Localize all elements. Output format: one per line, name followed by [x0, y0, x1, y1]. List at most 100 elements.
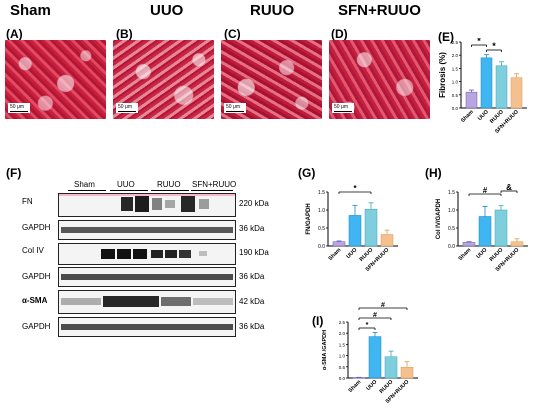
blot-strip-gapdh-1 [58, 220, 236, 240]
bar-sfn-ruuo [510, 241, 524, 247]
bar-ruuo [384, 356, 398, 379]
significance-symbol: # [373, 312, 377, 319]
bar-uuo [368, 336, 382, 379]
blot-group-header-sham: Sham [74, 180, 95, 189]
panel-letter-c: (C) [224, 27, 241, 41]
y-tick-label: 0.0 [452, 106, 459, 111]
micrograph-uuo: 50 μm [113, 40, 214, 119]
y-tick-label: 1.0 [318, 208, 325, 214]
blot-group-line [110, 190, 148, 191]
bar-uuo [348, 215, 362, 247]
blot-group-line [151, 190, 189, 191]
y-tick-label: 0.0 [318, 244, 325, 250]
blot-kda-gapdh: 36 kDa [239, 224, 265, 233]
significance-symbol: * [492, 41, 496, 51]
bar-ruuo [494, 209, 508, 247]
blot-bands [61, 324, 233, 330]
blot-strip-gapdh-2 [58, 267, 236, 287]
group-title-uuo: UUO [150, 2, 184, 19]
significance-symbol: & [506, 183, 512, 192]
panel-letter-a: (A) [6, 27, 23, 41]
blot-group-header-sfn-ruuo: SFN+RUUO [192, 180, 237, 189]
group-title-sham: Sham [10, 2, 51, 19]
blot-group-header-ruuo: RUUO [157, 180, 181, 189]
x-tick-label: UUO [346, 247, 359, 260]
micrograph-sham: 50 μm [5, 40, 106, 119]
y-tick-label: 2.0 [339, 331, 346, 336]
panel-letter-g: (G) [298, 166, 316, 180]
blot-kda-alpha-sma: 42 kDa [239, 297, 265, 306]
bar-ruuo [495, 65, 508, 109]
blot-group-header-uuo: UUO [117, 180, 135, 189]
group-title-ruuo: RUUO [250, 2, 295, 19]
y-tick-label: 1.5 [318, 190, 325, 196]
y-tick-label: 2.0 [452, 53, 459, 58]
significance-symbol: # [483, 186, 488, 195]
blot-bands [61, 274, 233, 280]
bar-sfn-ruuo [380, 234, 394, 247]
y-axis-label: Col IV/GAPDH [436, 199, 442, 239]
bar-sfn-ruuo [400, 366, 414, 379]
bar-ruuo [364, 209, 378, 247]
blot-label-gapdh: GAPDH [22, 322, 51, 331]
blot-bands [101, 249, 207, 259]
blot-strip-gapdh-3 [58, 317, 236, 337]
blot-bands [61, 227, 233, 233]
y-tick-label: 1.0 [452, 80, 459, 85]
y-tick-label: 1.0 [339, 354, 346, 359]
y-tick-label: 2.5 [339, 320, 346, 325]
bar-uuo [478, 216, 492, 247]
panel-letter-f: (F) [6, 166, 22, 180]
blot-strip-alpha-sma [58, 290, 236, 314]
bar-sham [465, 91, 478, 109]
y-axis-label: FN/GAPDH [306, 203, 312, 234]
bar-sham [332, 241, 346, 247]
bar-sham [462, 242, 476, 247]
y-tick-label: 0.5 [318, 226, 325, 232]
y-axis-label: α-SMA /GAPDH [322, 330, 328, 370]
x-tick-label: UUO [476, 247, 489, 260]
bar-sfn-ruuo [510, 77, 523, 109]
y-tick-label: 1.0 [448, 208, 455, 214]
blot-label-alpha-sma: α-SMA [22, 296, 48, 305]
group-title-sfn-ruuo: SFN+RUUO [338, 2, 421, 19]
blot-group-line [68, 190, 106, 191]
significance-symbol: * [477, 38, 481, 46]
blot-label-col-iv: Col IV [22, 246, 44, 255]
significance-symbol: * [353, 184, 357, 193]
panel-letter-e: (E) [438, 30, 454, 44]
panel-letter-h: (H) [425, 166, 442, 180]
scale-bar-label: 50 μm [8, 103, 30, 113]
blot-bands [61, 296, 233, 307]
y-tick-label: 0.0 [339, 376, 346, 381]
significance-symbol: # [381, 302, 385, 309]
y-tick-label: 2.5 [452, 40, 459, 45]
y-tick-label: 0.5 [452, 93, 459, 98]
significance-symbol: * [366, 322, 369, 329]
scale-bar-label: 50 μm [224, 103, 246, 113]
y-tick-label: 1.5 [452, 66, 459, 71]
blot-kda-fn: 220 kDa [239, 199, 269, 208]
y-tick-label: 1.5 [339, 342, 346, 347]
blot-kda-gapdh: 36 kDa [239, 322, 265, 331]
micrograph-ruuo: 50 μm [221, 40, 322, 119]
y-tick-label: 1.5 [448, 190, 455, 196]
blot-label-gapdh: GAPDH [22, 223, 51, 232]
micrograph-sfn-ruuo: 50 μm [329, 40, 430, 119]
blot-label-fn: FN [22, 197, 33, 206]
x-tick-label: Sham [460, 109, 475, 124]
scale-bar-label: 50 μm [332, 103, 354, 113]
x-tick-label: Sham [458, 247, 473, 262]
x-tick-label: UUO [366, 379, 379, 392]
blot-kda-col-iv: 190 kDa [239, 248, 269, 257]
y-tick-label: 0.5 [339, 365, 346, 370]
blot-group-line [191, 190, 233, 191]
panel-letter-d: (D) [331, 27, 348, 41]
blot-bands [59, 194, 235, 212]
scale-bar-label: 50 μm [116, 103, 138, 113]
x-tick-label: Sham [348, 379, 363, 394]
